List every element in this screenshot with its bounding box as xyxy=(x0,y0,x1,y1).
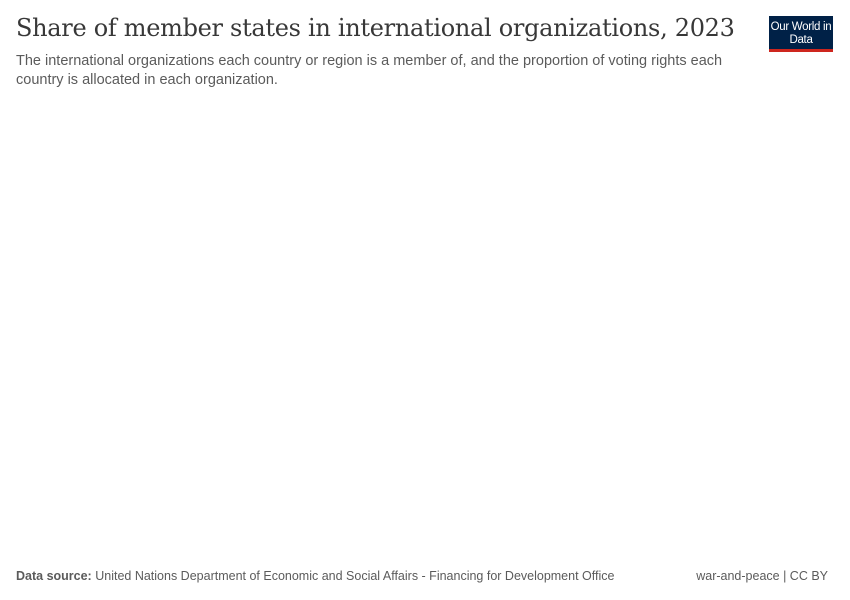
chart-title: Share of member states in international … xyxy=(16,14,735,42)
chart-area xyxy=(16,100,834,550)
license-text[interactable]: war-and-peace | CC BY xyxy=(696,569,828,583)
owid-logo[interactable]: Our World in Data xyxy=(769,16,833,52)
footer: Data source: United Nations Department o… xyxy=(16,569,834,583)
data-source-link[interactable]: United Nations Department of Economic an… xyxy=(95,569,615,583)
data-source-label: Data source: xyxy=(16,569,92,583)
chart-subtitle: The international organizations each cou… xyxy=(16,53,723,88)
